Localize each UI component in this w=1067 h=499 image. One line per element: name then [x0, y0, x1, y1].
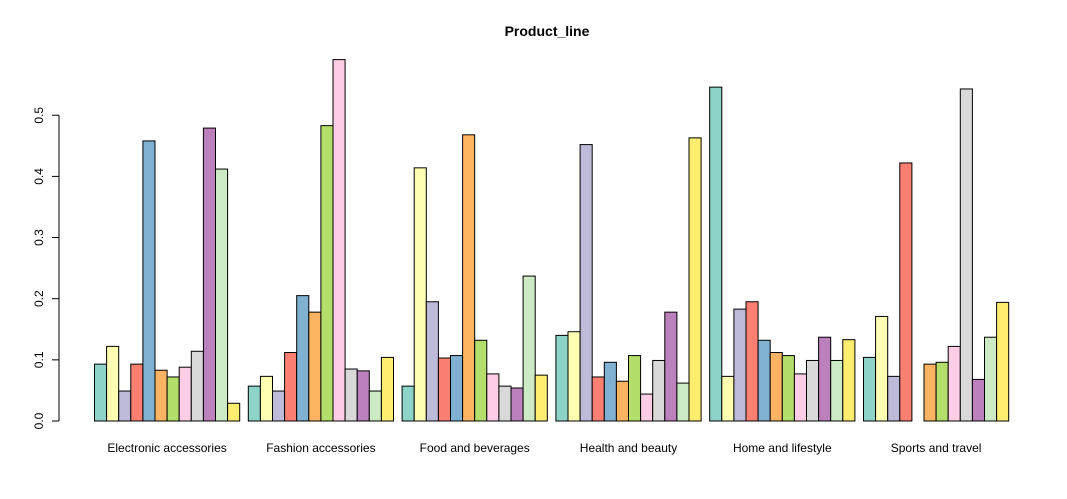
bar	[984, 336, 998, 422]
bar	[603, 361, 617, 422]
bar	[462, 134, 476, 422]
bar	[474, 339, 488, 422]
bar	[688, 137, 702, 422]
y-tick-label: 0.2	[32, 290, 46, 307]
bar	[486, 373, 500, 422]
category-labels: Electronic accessories Fashion accessorie…	[107, 441, 981, 455]
bar	[401, 385, 415, 422]
bar	[591, 376, 605, 422]
category-label: Food and beverages	[420, 441, 530, 455]
bar	[947, 345, 961, 422]
bar	[308, 311, 322, 422]
bar	[842, 339, 856, 422]
bar	[118, 390, 132, 422]
bar	[935, 361, 949, 422]
bar	[272, 390, 286, 422]
bar	[887, 375, 901, 422]
bar	[284, 352, 298, 422]
y-tick-label: 0.5	[32, 107, 46, 124]
bar	[996, 301, 1010, 422]
bar	[190, 350, 204, 422]
bar	[733, 308, 747, 422]
bar	[425, 301, 439, 422]
y-axis: 0.0 0.1 0.2 0.3 0.4 0.5	[32, 107, 60, 429]
bar	[259, 375, 273, 422]
bar	[875, 315, 889, 422]
bar	[923, 363, 937, 422]
bar	[567, 331, 581, 422]
bar	[781, 355, 795, 422]
bar	[769, 352, 783, 422]
category-label: Home and lifestyle	[733, 441, 832, 455]
bar	[413, 167, 427, 422]
bar	[380, 356, 394, 422]
bar	[344, 368, 358, 422]
bar	[863, 356, 877, 422]
bar	[130, 363, 144, 422]
bar	[830, 359, 844, 422]
bar	[534, 374, 548, 422]
bar	[202, 127, 216, 422]
bar	[498, 385, 512, 422]
bar	[971, 378, 986, 422]
bar	[615, 380, 630, 422]
bar	[368, 390, 382, 422]
bar	[721, 375, 735, 422]
bar	[793, 373, 808, 422]
y-tick-label: 0.0	[32, 412, 46, 429]
bar	[676, 382, 690, 422]
bar	[332, 59, 346, 422]
category-label: Electronic accessories	[107, 441, 226, 455]
y-tick-label: 0.1	[32, 351, 46, 368]
bar-group	[94, 127, 241, 422]
bar	[247, 385, 261, 422]
bar	[899, 162, 913, 422]
bar	[356, 370, 370, 422]
bar	[450, 355, 464, 422]
category-label: Health and beauty	[580, 441, 677, 455]
category-label: Sports and travel	[891, 441, 982, 455]
bar	[142, 140, 156, 422]
category-label: Fashion accessories	[266, 441, 375, 455]
bar	[320, 125, 334, 422]
bar	[215, 168, 229, 422]
bar	[579, 144, 593, 422]
bar-group	[401, 134, 548, 422]
bar	[166, 376, 180, 422]
bar-group	[709, 86, 856, 422]
bar	[652, 359, 666, 422]
bar	[154, 369, 168, 422]
bar	[510, 387, 524, 422]
bar	[745, 301, 759, 422]
bar	[94, 363, 108, 422]
bar	[709, 86, 723, 422]
bar	[664, 311, 678, 422]
bar	[818, 336, 832, 422]
bar-group	[247, 59, 394, 422]
bar	[806, 359, 820, 422]
bar	[437, 357, 451, 422]
bar	[178, 366, 192, 422]
chart-title: Product_line	[505, 23, 590, 39]
bar	[959, 88, 973, 422]
bar	[522, 275, 536, 422]
bar	[628, 355, 642, 422]
bar	[640, 393, 654, 422]
bar	[757, 339, 771, 422]
y-tick-label: 0.4	[32, 168, 46, 185]
bar	[106, 345, 120, 422]
bar-group	[555, 137, 702, 422]
bar-groups	[94, 59, 1010, 422]
bar	[227, 402, 241, 422]
bar	[555, 334, 569, 422]
bar-group	[863, 88, 1010, 422]
y-tick-label: 0.3	[32, 229, 46, 246]
bar	[296, 295, 310, 422]
